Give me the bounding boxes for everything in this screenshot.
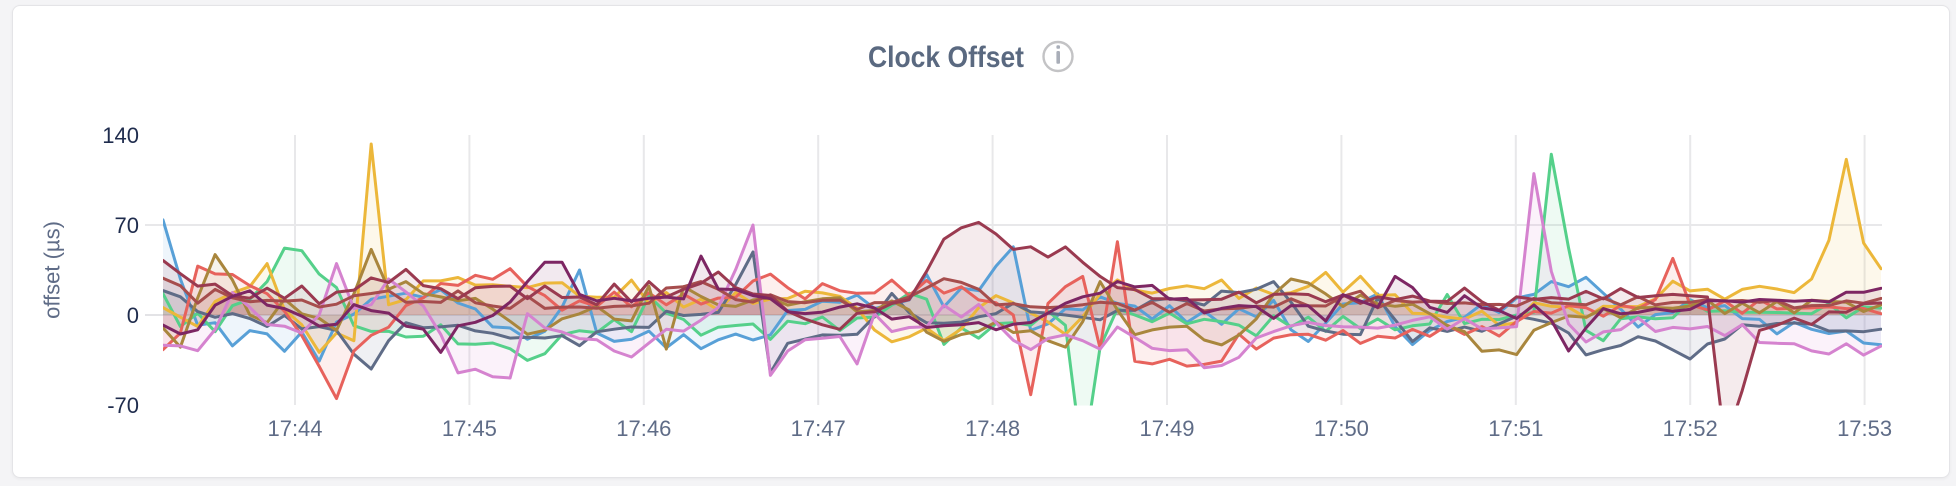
svg-text:offset (µs): offset (µs)	[40, 221, 65, 319]
svg-text:Clock Offset: Clock Offset	[868, 41, 1024, 74]
svg-text:17:44: 17:44	[267, 416, 322, 441]
svg-text:17:46: 17:46	[616, 416, 671, 441]
svg-text:17:50: 17:50	[1314, 416, 1369, 441]
svg-text:17:51: 17:51	[1488, 416, 1543, 441]
svg-text:0: 0	[127, 303, 139, 328]
svg-text:17:49: 17:49	[1139, 416, 1194, 441]
svg-text:17:52: 17:52	[1663, 416, 1718, 441]
svg-text:17:47: 17:47	[791, 416, 846, 441]
svg-text:-70: -70	[107, 393, 139, 418]
svg-text:17:48: 17:48	[965, 416, 1020, 441]
svg-text:70: 70	[115, 213, 139, 238]
svg-text:140: 140	[102, 123, 139, 148]
svg-text:17:45: 17:45	[442, 416, 497, 441]
svg-text:17:53: 17:53	[1837, 416, 1892, 441]
